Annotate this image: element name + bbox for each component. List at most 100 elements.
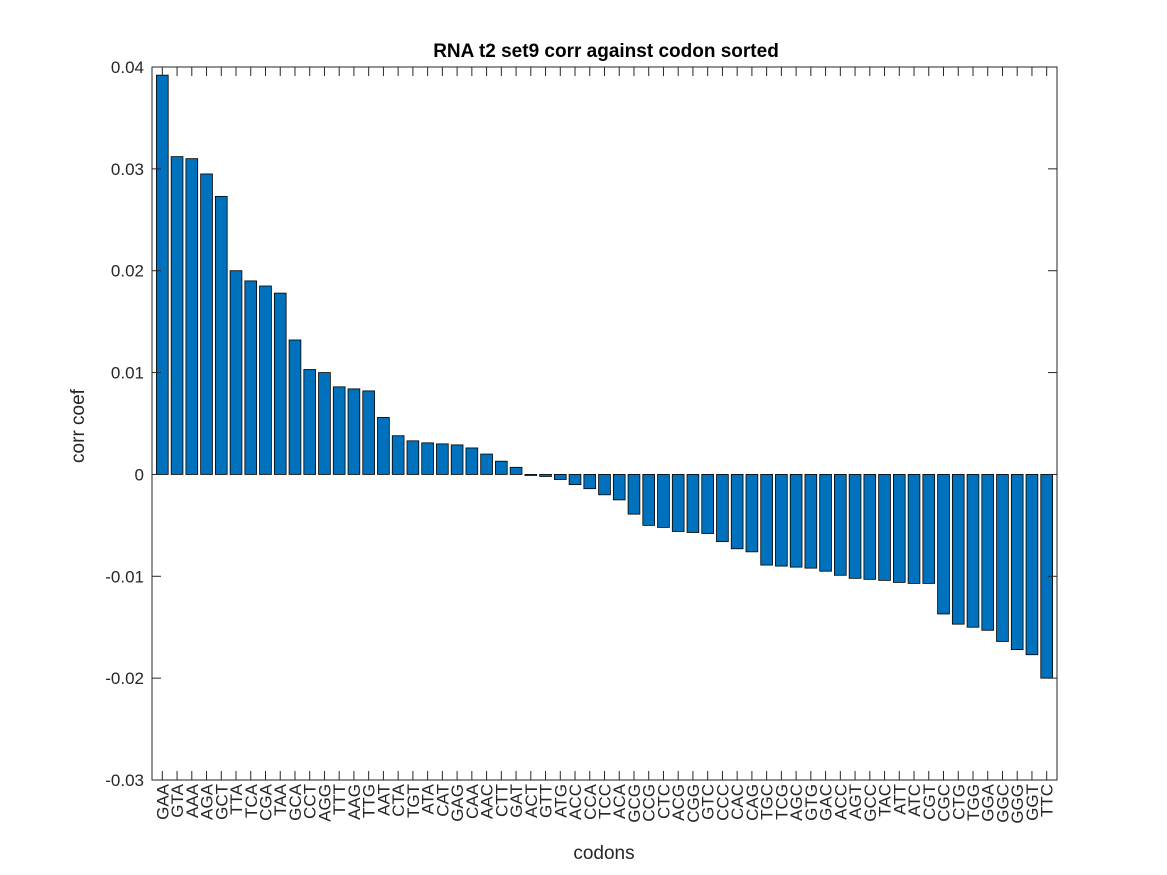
bar-ccc-38: [716, 474, 729, 543]
y-tick-label: 0.02: [111, 262, 144, 281]
x-tick-label: TCC: [596, 784, 615, 819]
x-tick-label: GAC: [817, 784, 836, 821]
axes-layer: -0.03-0.02-0.0100.010.020.030.04GAAGTAAA…: [105, 58, 1058, 824]
bar-ttg-14: [362, 390, 375, 475]
y-tick-label: 0.04: [111, 58, 144, 77]
bar-tca-6: [244, 280, 258, 475]
plot-frame: [151, 66, 1058, 781]
bar-ggc-57: [996, 474, 1009, 642]
x-tick-label: AAA: [183, 783, 202, 818]
x-tick-label: TTC: [1038, 784, 1057, 817]
bar-gtg-44: [804, 474, 818, 569]
bar-gct-4: [214, 195, 228, 475]
bar-cga-7: [259, 285, 272, 475]
x-tick-label: TAA: [271, 783, 290, 815]
x-tick-label: CGA: [256, 783, 275, 821]
bar-aag-13: [347, 388, 361, 475]
bar-tac-49: [878, 474, 891, 581]
x-tick-label: CTC: [654, 784, 673, 819]
x-tick-label: ATG: [551, 784, 570, 818]
bar-gtc-37: [701, 474, 714, 534]
bar-cca-29: [583, 474, 597, 490]
bar-ggt-59: [1025, 474, 1039, 656]
bar-aca-31: [612, 474, 626, 501]
x-tick-label: ATA: [419, 783, 438, 814]
x-tick-label: TCG: [772, 784, 791, 820]
x-tick-label: CAA: [463, 783, 482, 819]
x-tick-label: GGT: [1023, 784, 1042, 821]
bar-tcc-30: [598, 474, 611, 496]
x-tick-label: AGA: [198, 783, 217, 820]
y-tick-label: 0.01: [111, 364, 144, 383]
x-tick-label: AGC: [787, 784, 806, 821]
bar-agt-47: [848, 474, 862, 579]
bar-aac-22: [480, 453, 493, 475]
bar-ata-18: [421, 442, 434, 475]
bar-acc-28: [568, 474, 582, 486]
x-tick-label: AAT: [374, 784, 393, 816]
bar-gga-56: [981, 474, 995, 631]
bar-cgt-52: [922, 474, 936, 584]
x-tick-label: ATC: [905, 784, 924, 817]
x-tick-label: CGG: [684, 784, 703, 823]
x-tick-label: CTA: [389, 783, 408, 816]
bar-ctc-34: [657, 474, 670, 528]
bar-gtt-26: [539, 474, 552, 477]
x-tick-label: TGC: [758, 784, 777, 820]
x-tick-label: AGG: [315, 784, 334, 822]
bar-tgc-41: [760, 474, 773, 566]
bar-gca-9: [288, 339, 302, 475]
bar-tgg-55: [966, 474, 980, 628]
y-tick-label: 0: [135, 465, 144, 484]
bar-gaa-0: [156, 74, 169, 475]
x-tick-label: TTA: [227, 783, 246, 815]
bar-att-50: [892, 474, 906, 583]
x-tick-label: GGG: [1008, 784, 1027, 824]
x-tick-label: CCC: [713, 784, 732, 821]
x-tick-label: TAC: [876, 784, 895, 817]
bar-tta-5: [229, 270, 243, 475]
bar-gat-24: [509, 466, 523, 475]
bar-agg-11: [318, 372, 331, 475]
x-tick-label: TGG: [964, 784, 983, 821]
x-tick-label: AAG: [345, 784, 364, 820]
x-tick-label: CAG: [743, 784, 762, 821]
bar-tcg-42: [775, 474, 788, 567]
x-tick-label: GTA: [168, 783, 187, 817]
y-tick-label: -0.03: [105, 771, 144, 790]
bar-atc-51: [907, 474, 921, 584]
bar-aga-3: [200, 173, 213, 475]
bar-aat-15: [377, 416, 390, 475]
bar-gcg-32: [627, 474, 641, 515]
x-tick-label: GAA: [153, 783, 172, 820]
x-tick-label: GGA: [979, 783, 998, 821]
x-tick-label: CGT: [920, 784, 939, 820]
bar-ggg-58: [1010, 474, 1024, 651]
bar-act-25: [524, 474, 538, 476]
x-tick-label: GAG: [448, 784, 467, 822]
y-tick-label: 0.03: [111, 160, 144, 179]
bar-cat-19: [436, 443, 449, 475]
bar-cta-16: [391, 435, 405, 475]
bar-acg-35: [671, 474, 685, 532]
bars-layer: [156, 74, 1053, 679]
bar-ctt-23: [495, 460, 508, 475]
bar-gag-20: [450, 444, 464, 475]
bar-agc-43: [789, 474, 803, 568]
x-tick-label: GTG: [802, 784, 821, 821]
x-tick-label: CCG: [640, 784, 659, 822]
bar-cag-40: [745, 474, 759, 553]
x-tick-label: GTC: [699, 784, 718, 820]
x-tick-label: TGT: [404, 784, 423, 818]
x-tick-label: ACC: [831, 784, 850, 820]
y-tick-label: -0.02: [105, 669, 144, 688]
x-tick-label: GCT: [212, 784, 231, 820]
x-tick-label: GAT: [507, 784, 526, 818]
bar-ttt-12: [332, 386, 346, 475]
x-tick-label: ACG: [669, 784, 688, 821]
x-tick-label: ATT: [890, 784, 909, 815]
bar-caa-21: [465, 447, 479, 475]
chart-title: RNA t2 set9 corr against codon sorted: [433, 41, 779, 62]
bar-gcc-48: [863, 474, 877, 580]
